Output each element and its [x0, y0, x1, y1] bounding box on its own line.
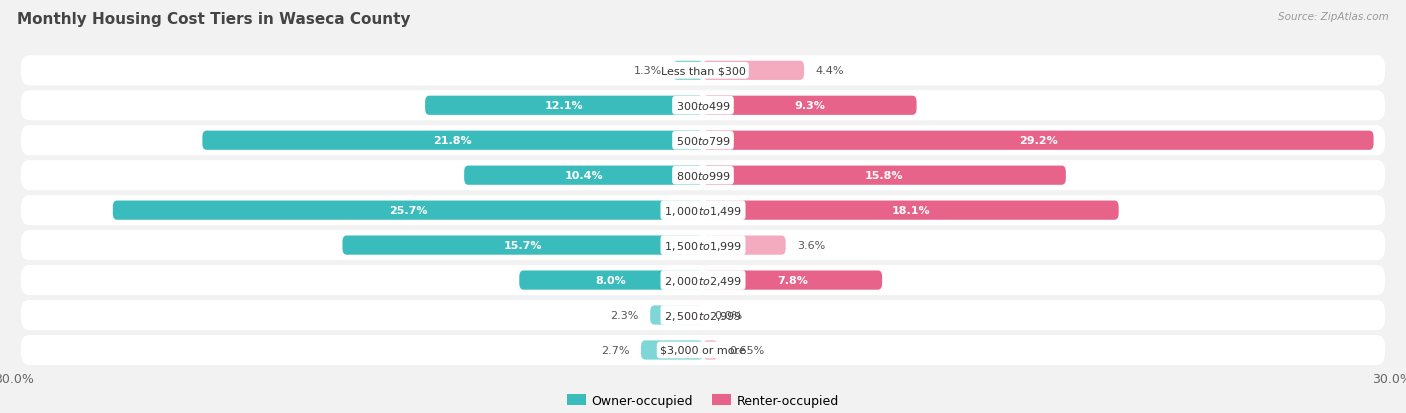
FancyBboxPatch shape	[21, 126, 1385, 156]
FancyBboxPatch shape	[343, 236, 703, 255]
FancyBboxPatch shape	[112, 201, 703, 220]
FancyBboxPatch shape	[703, 236, 786, 255]
Text: Less than $300: Less than $300	[661, 66, 745, 76]
Text: 15.7%: 15.7%	[503, 240, 541, 251]
FancyBboxPatch shape	[703, 96, 917, 116]
Text: 4.4%: 4.4%	[815, 66, 844, 76]
FancyBboxPatch shape	[21, 56, 1385, 86]
Text: $1,000 to $1,499: $1,000 to $1,499	[664, 204, 742, 217]
Text: 21.8%: 21.8%	[433, 136, 472, 146]
FancyBboxPatch shape	[21, 266, 1385, 295]
FancyBboxPatch shape	[202, 131, 703, 150]
Text: 3.6%: 3.6%	[797, 240, 825, 251]
Text: 0.65%: 0.65%	[730, 345, 765, 355]
Text: 29.2%: 29.2%	[1019, 136, 1057, 146]
Text: 9.3%: 9.3%	[794, 101, 825, 111]
Text: $2,500 to $2,999: $2,500 to $2,999	[664, 309, 742, 322]
FancyBboxPatch shape	[703, 166, 1066, 185]
FancyBboxPatch shape	[21, 161, 1385, 191]
FancyBboxPatch shape	[650, 306, 703, 325]
Text: $500 to $799: $500 to $799	[675, 135, 731, 147]
Text: 2.7%: 2.7%	[600, 345, 630, 355]
Legend: Owner-occupied, Renter-occupied: Owner-occupied, Renter-occupied	[562, 389, 844, 412]
Text: $3,000 or more: $3,000 or more	[661, 345, 745, 355]
Text: 2.3%: 2.3%	[610, 310, 638, 320]
Text: $800 to $999: $800 to $999	[675, 170, 731, 182]
FancyBboxPatch shape	[703, 131, 1374, 150]
Text: 18.1%: 18.1%	[891, 206, 931, 216]
Text: 0.0%: 0.0%	[714, 310, 742, 320]
Text: Monthly Housing Cost Tiers in Waseca County: Monthly Housing Cost Tiers in Waseca Cou…	[17, 12, 411, 27]
Text: 7.8%: 7.8%	[778, 275, 808, 285]
FancyBboxPatch shape	[703, 62, 804, 81]
Text: $1,500 to $1,999: $1,500 to $1,999	[664, 239, 742, 252]
FancyBboxPatch shape	[703, 201, 1119, 220]
FancyBboxPatch shape	[21, 230, 1385, 261]
FancyBboxPatch shape	[703, 271, 882, 290]
FancyBboxPatch shape	[21, 196, 1385, 225]
FancyBboxPatch shape	[519, 271, 703, 290]
Text: $2,000 to $2,499: $2,000 to $2,499	[664, 274, 742, 287]
Text: 8.0%: 8.0%	[596, 275, 627, 285]
FancyBboxPatch shape	[21, 335, 1385, 365]
FancyBboxPatch shape	[703, 341, 718, 360]
FancyBboxPatch shape	[673, 62, 703, 81]
Text: 12.1%: 12.1%	[544, 101, 583, 111]
Text: 1.3%: 1.3%	[634, 66, 662, 76]
Text: 10.4%: 10.4%	[564, 171, 603, 181]
FancyBboxPatch shape	[425, 96, 703, 116]
FancyBboxPatch shape	[464, 166, 703, 185]
Text: $300 to $499: $300 to $499	[675, 100, 731, 112]
Text: 15.8%: 15.8%	[865, 171, 904, 181]
Text: Source: ZipAtlas.com: Source: ZipAtlas.com	[1278, 12, 1389, 22]
Text: 25.7%: 25.7%	[388, 206, 427, 216]
FancyBboxPatch shape	[641, 341, 703, 360]
FancyBboxPatch shape	[21, 300, 1385, 330]
FancyBboxPatch shape	[21, 91, 1385, 121]
